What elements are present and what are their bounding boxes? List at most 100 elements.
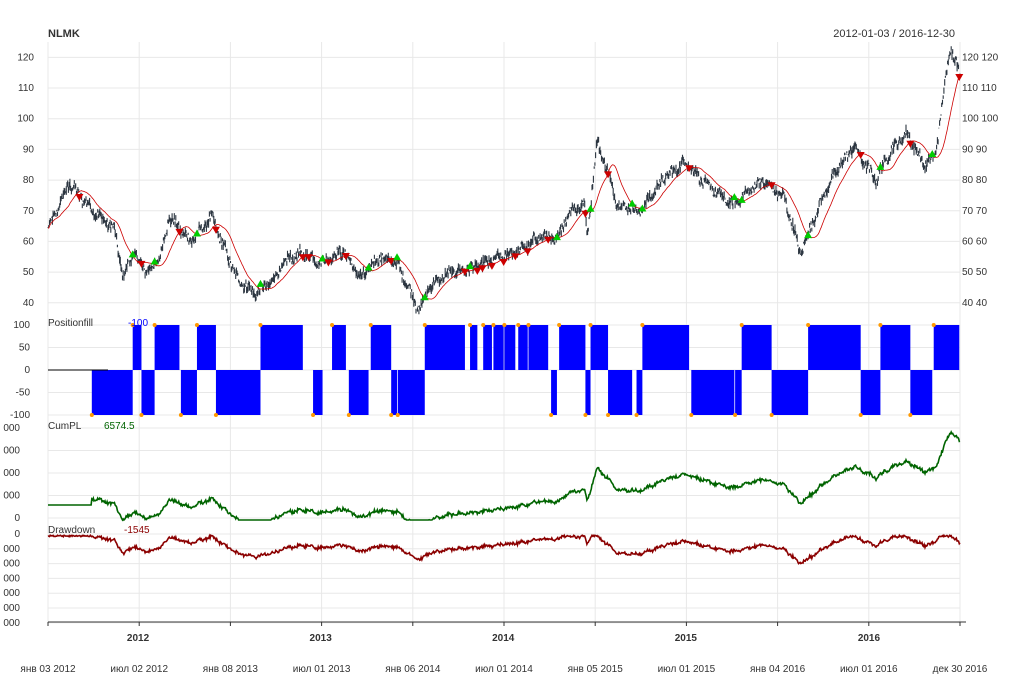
short-block: [771, 370, 809, 415]
sell-marker: [478, 265, 487, 273]
y-tick-label: 000: [3, 618, 20, 629]
sell-marker: [581, 210, 590, 218]
sell-marker: [544, 236, 553, 244]
fill-marker: [89, 413, 94, 417]
fill-marker: [422, 323, 427, 327]
buy-marker: [256, 279, 265, 287]
short-block: [180, 370, 197, 415]
y-tick-label: 100: [13, 320, 30, 331]
fill-marker: [806, 323, 811, 327]
y-tick-label: 70: [23, 206, 35, 217]
y-tick-label: 000: [3, 588, 20, 599]
buy-marker: [466, 262, 475, 270]
drawdown-value: -1545: [124, 525, 150, 536]
y-tick-label: 000: [3, 544, 20, 555]
short-block: [735, 370, 742, 415]
fill-marker: [178, 413, 183, 417]
buy-marker: [192, 229, 201, 237]
buy-marker: [364, 263, 373, 271]
sell-marker: [387, 258, 396, 266]
short-block: [551, 370, 557, 415]
x-tick-label: июл 01 2015: [658, 664, 716, 675]
sell-marker: [487, 262, 496, 270]
x-year-label: 2012: [127, 633, 150, 644]
sell-marker: [685, 165, 694, 173]
fill-marker: [516, 323, 521, 327]
sell-marker: [955, 74, 964, 82]
fill-marker: [468, 323, 473, 327]
fill-marker: [908, 413, 913, 417]
long-block: [483, 325, 492, 370]
x-tick-label: янв 04 2016: [750, 664, 806, 675]
y-tick-label: 000: [3, 468, 20, 479]
buy-marker: [552, 233, 561, 241]
buy-marker: [804, 231, 813, 239]
positionfill-value: -100: [128, 318, 148, 329]
long-block: [741, 325, 772, 370]
y-tick-label: -100: [10, 410, 30, 421]
x-tick-label: янв 05 2015: [568, 664, 624, 675]
buy-marker: [420, 293, 429, 301]
fill-marker: [481, 323, 486, 327]
long-block: [880, 325, 911, 370]
y-tick-label: 0: [14, 529, 20, 540]
y-tick-label: 50: [23, 267, 35, 278]
sell-marker: [137, 260, 146, 268]
sell-marker: [499, 258, 508, 266]
fill-marker: [258, 323, 263, 327]
y-tick-label: 000: [3, 559, 20, 570]
fill-marker: [557, 323, 562, 327]
y-tick-label: 000: [3, 603, 20, 614]
long-block: [370, 325, 392, 370]
y-tick-label-right: 120 120: [962, 52, 999, 63]
sell-marker: [473, 267, 482, 275]
short-block: [391, 370, 398, 415]
y-tick-label: 000: [3, 423, 20, 434]
fill-marker: [769, 413, 774, 417]
long-block: [590, 325, 609, 370]
short-block: [691, 370, 735, 415]
fill-marker: [213, 413, 218, 417]
y-tick-label: 50: [19, 343, 31, 354]
long-block: [260, 325, 303, 370]
fill-marker: [130, 323, 135, 327]
date-range: 2012-01-03 / 2016-12-30: [833, 28, 955, 40]
short-block: [141, 370, 155, 415]
long-block: [642, 325, 690, 370]
buy-marker: [737, 195, 746, 203]
buy-marker: [393, 253, 402, 261]
long-block: [528, 325, 549, 370]
y-tick-label: 000: [3, 446, 20, 457]
fill-marker: [634, 413, 639, 417]
y-tick-label: 110: [18, 83, 34, 94]
x-axis: янв 03 2012 июл 02 2012 янв 08 2013 июл 01 …: [20, 621, 988, 675]
x-year-label: 2013: [310, 633, 333, 644]
x-tick-label: июл 02 2012: [110, 664, 168, 675]
fill-marker: [606, 413, 611, 417]
buy-marker: [150, 257, 159, 265]
y-tick-label: 40: [23, 298, 35, 309]
price-panel: 120 120 120 110 110 110 100 100 100 90 90 90 80 8…: [17, 46, 999, 315]
long-block: [808, 325, 861, 370]
y-tick-label: -50: [16, 388, 31, 399]
long-block: [132, 325, 142, 370]
x-tick-label: июл 01 2013: [293, 664, 351, 675]
sell-marker: [75, 194, 84, 202]
sell-marker: [856, 151, 865, 159]
fill-marker: [878, 323, 883, 327]
long-block: [518, 325, 528, 370]
x-tick-label: июл 01 2014: [475, 664, 533, 675]
y-tick-label: 80: [23, 175, 35, 186]
fill-marker: [152, 323, 157, 327]
buy-marker: [638, 204, 647, 212]
x-tick-label: июл 01 2016: [840, 664, 898, 675]
fill-marker: [739, 323, 744, 327]
sell-marker: [460, 268, 469, 276]
y-tick-label: 60: [23, 236, 35, 247]
x-tick-label: дек 30 2016: [933, 664, 988, 675]
fill-marker: [588, 323, 593, 327]
long-block: [470, 325, 478, 370]
